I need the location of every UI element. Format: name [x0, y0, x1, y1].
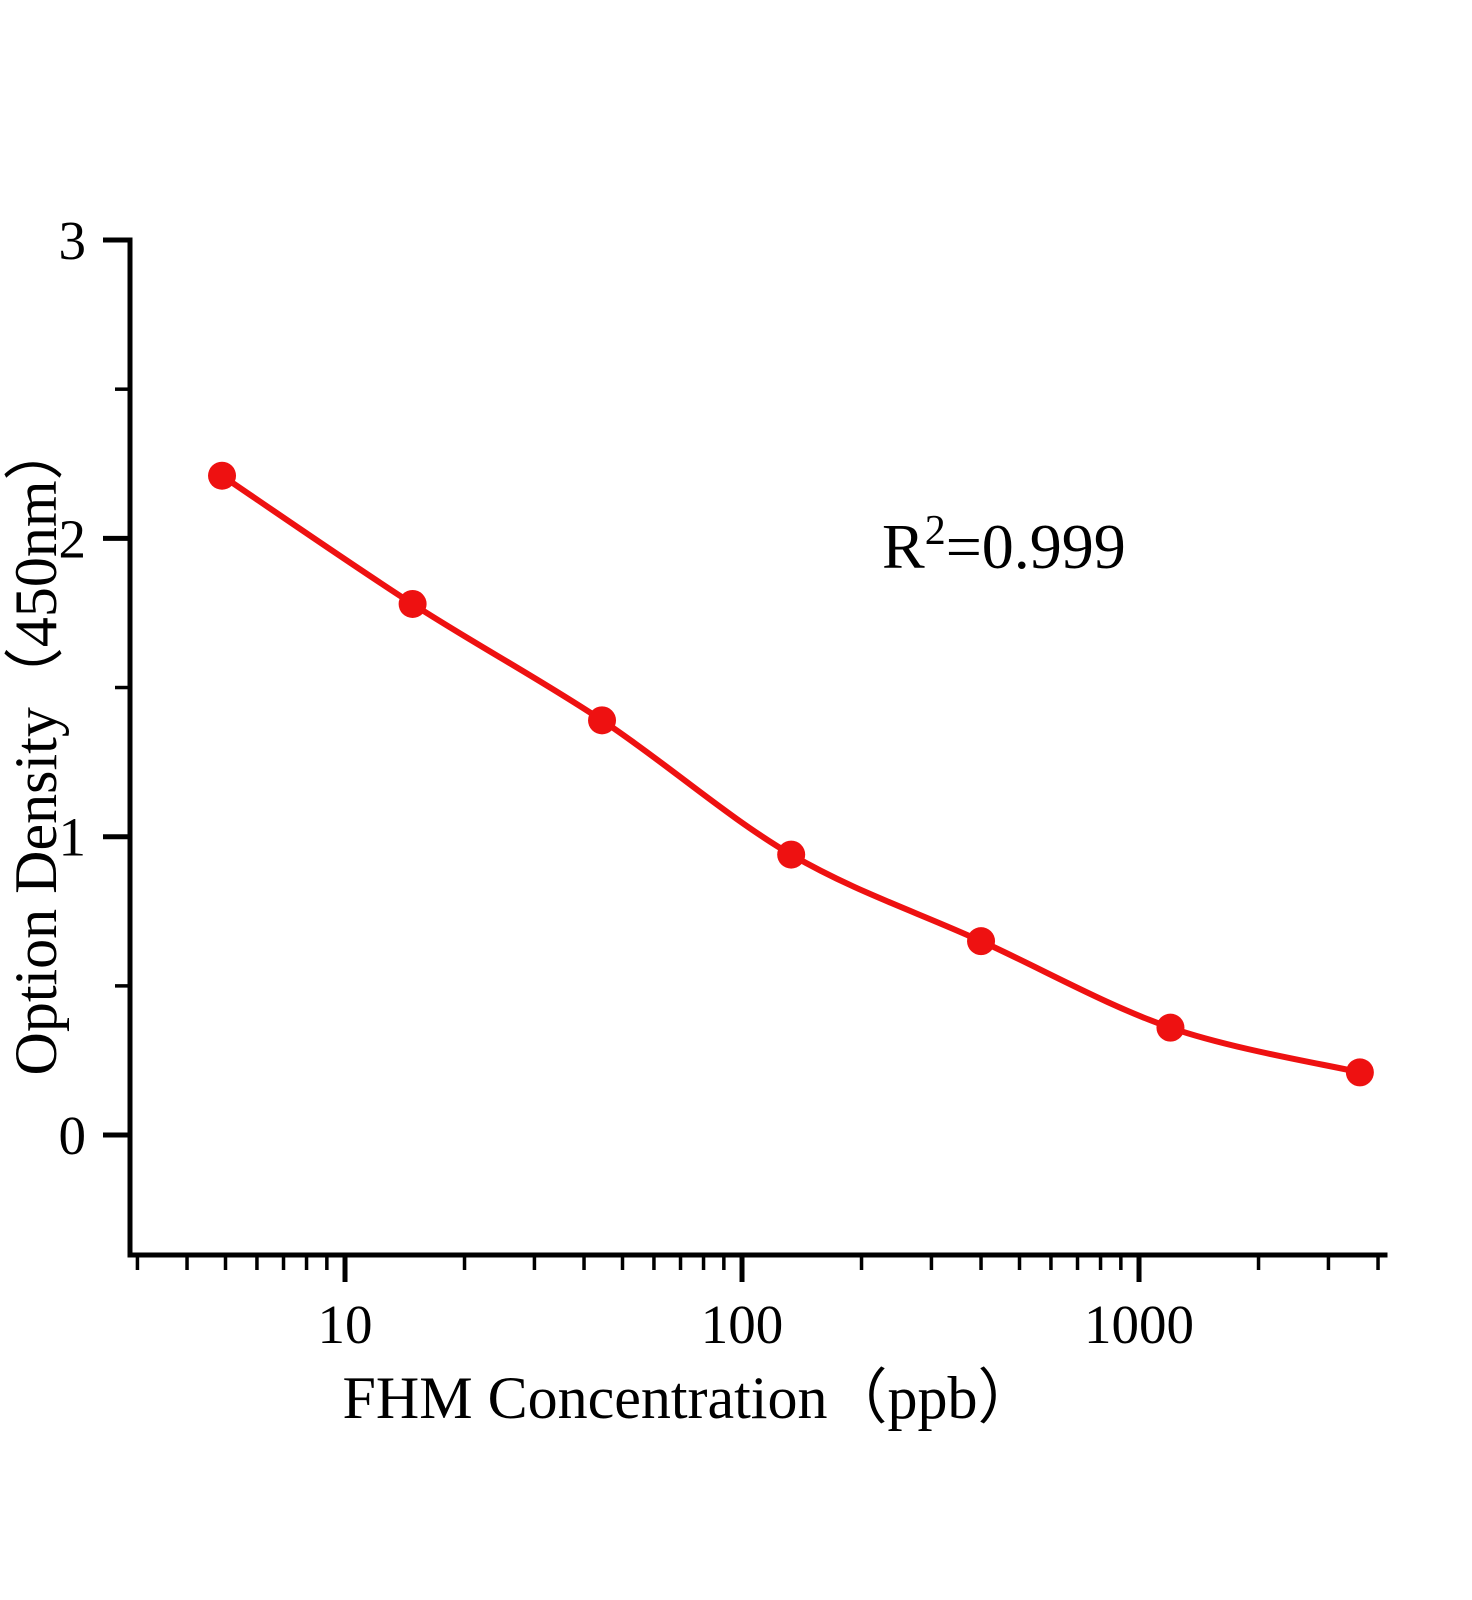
fit-curve [220, 473, 1361, 1076]
x-tick-label: 1000 [1084, 1294, 1194, 1355]
data-point [208, 461, 237, 490]
axis-lines [127, 237, 1388, 1258]
y-tick-label: 1 [59, 807, 87, 868]
y-tick-label: 2 [59, 508, 87, 569]
x-tick-label: 100 [701, 1294, 784, 1355]
r-squared-annotation: R2=0.999 [882, 508, 1126, 582]
x-axis-label: FHM Concentration（ppb） [343, 1365, 1038, 1431]
r-squared-exponent: 2 [925, 508, 946, 554]
data-point [398, 589, 427, 618]
data-point [588, 706, 617, 735]
y-tick-label: 0 [59, 1105, 87, 1166]
y-axis-label: Option Density（450nm） [3, 421, 69, 1076]
r-squared-base: R [882, 511, 925, 582]
data-point [1345, 1058, 1374, 1087]
data-point [777, 840, 806, 869]
data-point [967, 927, 996, 956]
data-point [1156, 1013, 1185, 1042]
plot-area: 0 1 2 3 10 100 1000 [59, 210, 1388, 1355]
r-squared-value: =0.999 [946, 511, 1126, 582]
y-tick-label: 3 [59, 210, 87, 271]
x-tick-label: 10 [318, 1294, 373, 1355]
